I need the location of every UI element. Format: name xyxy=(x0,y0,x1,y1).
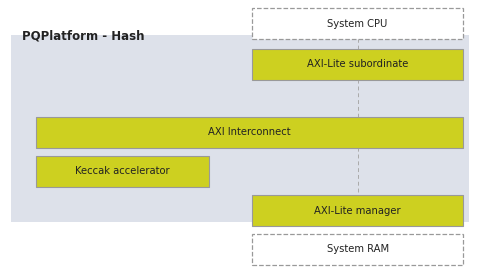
Text: System CPU: System CPU xyxy=(327,19,388,29)
Text: PQPlatform - Hash: PQPlatform - Hash xyxy=(22,29,144,42)
Text: Keccak accelerator: Keccak accelerator xyxy=(75,166,170,176)
Text: AXI-Lite manager: AXI-Lite manager xyxy=(314,206,401,216)
Bar xyxy=(11,35,469,222)
Bar xyxy=(252,49,463,80)
Bar xyxy=(36,156,209,187)
Text: System RAM: System RAM xyxy=(326,244,389,254)
Bar xyxy=(252,195,463,226)
Bar xyxy=(36,117,463,148)
Bar xyxy=(252,8,463,39)
Bar xyxy=(252,234,463,265)
Text: AXI-Lite subordinate: AXI-Lite subordinate xyxy=(307,59,408,69)
Text: AXI Interconnect: AXI Interconnect xyxy=(208,127,291,137)
